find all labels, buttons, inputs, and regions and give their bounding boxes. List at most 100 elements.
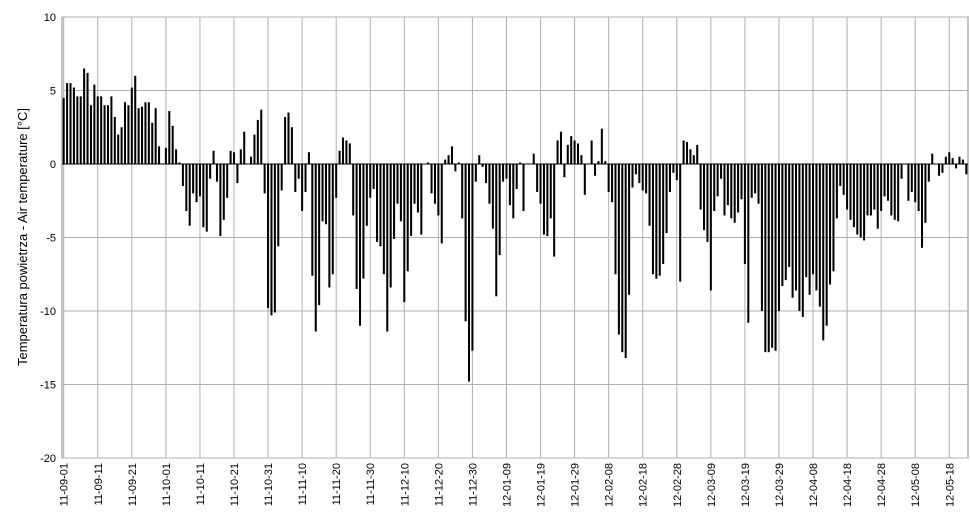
bar bbox=[580, 155, 583, 164]
bar bbox=[611, 164, 614, 203]
bar bbox=[604, 161, 607, 164]
bar bbox=[692, 155, 695, 164]
bar bbox=[100, 96, 103, 164]
bar bbox=[863, 164, 866, 241]
bar bbox=[474, 164, 477, 182]
bar bbox=[256, 119, 259, 164]
bar bbox=[672, 164, 675, 173]
x-tick-label: 12-04-18 bbox=[842, 463, 854, 507]
bar bbox=[682, 140, 685, 164]
bar bbox=[192, 164, 195, 194]
bar bbox=[212, 150, 215, 164]
bar bbox=[665, 164, 668, 234]
bar bbox=[747, 164, 750, 323]
x-tick-label: 12-04-28 bbox=[876, 463, 888, 507]
y-axis-tick-labels: -20 -15 -10 -5 0 5 10 bbox=[40, 12, 56, 465]
bar bbox=[703, 164, 706, 231]
bar bbox=[198, 164, 201, 197]
bar bbox=[76, 96, 79, 164]
bar bbox=[539, 164, 542, 204]
bar bbox=[825, 164, 828, 326]
bar bbox=[62, 97, 65, 164]
bar bbox=[144, 102, 147, 164]
bar bbox=[294, 164, 297, 192]
bar bbox=[536, 164, 539, 192]
bar bbox=[185, 164, 188, 212]
bar bbox=[127, 105, 130, 164]
x-tick-label: 12-01-29 bbox=[570, 463, 582, 507]
bar bbox=[515, 164, 518, 189]
bar bbox=[430, 164, 433, 194]
bar bbox=[723, 164, 726, 216]
bar bbox=[280, 164, 283, 191]
bar bbox=[359, 164, 362, 326]
bar bbox=[740, 164, 743, 200]
bar bbox=[485, 164, 488, 184]
bar bbox=[481, 164, 484, 167]
bar bbox=[495, 164, 498, 297]
x-tick-label: 11-11-20 bbox=[331, 463, 343, 505]
bar bbox=[498, 164, 501, 256]
bar bbox=[948, 152, 951, 164]
bar bbox=[134, 75, 137, 164]
bar bbox=[362, 164, 365, 279]
bar bbox=[944, 156, 947, 164]
bar bbox=[267, 164, 270, 309]
bar bbox=[594, 164, 597, 176]
bar bbox=[829, 164, 832, 285]
bar bbox=[566, 144, 569, 164]
bar bbox=[873, 164, 876, 210]
bar bbox=[965, 164, 968, 175]
x-tick-label: 11-11-10 bbox=[297, 463, 309, 505]
y-axis-title: Temperatura powietrza - Air temperature … bbox=[15, 108, 30, 366]
bar bbox=[645, 164, 648, 194]
bar bbox=[243, 131, 246, 164]
bar bbox=[893, 164, 896, 220]
x-tick-label: 11-10-01 bbox=[161, 463, 173, 506]
bar bbox=[226, 164, 229, 198]
bar bbox=[188, 164, 191, 226]
bar bbox=[253, 134, 256, 164]
bar bbox=[559, 131, 562, 164]
x-tick-label: 11-10-31 bbox=[263, 463, 275, 506]
bar bbox=[638, 164, 641, 184]
bar bbox=[852, 164, 855, 228]
bar bbox=[767, 164, 770, 353]
bar bbox=[699, 164, 702, 210]
bar bbox=[791, 164, 794, 298]
bar bbox=[818, 164, 821, 307]
bar bbox=[369, 164, 372, 198]
bar bbox=[365, 164, 368, 226]
bar bbox=[318, 164, 321, 306]
x-tick-label: 12-01-19 bbox=[536, 463, 548, 507]
bar bbox=[961, 159, 964, 164]
bar bbox=[79, 96, 82, 164]
x-tick-label: 12-02-18 bbox=[638, 463, 650, 507]
bar bbox=[924, 164, 927, 223]
bar bbox=[328, 164, 331, 288]
bar bbox=[866, 164, 869, 216]
x-tick-label: 12-03-19 bbox=[740, 463, 752, 507]
bar bbox=[96, 96, 99, 164]
bar bbox=[675, 164, 678, 181]
bar bbox=[805, 164, 808, 278]
bar bbox=[576, 143, 580, 164]
bar bbox=[314, 164, 317, 332]
bar bbox=[812, 164, 815, 275]
bar bbox=[505, 164, 508, 179]
bar bbox=[886, 164, 889, 201]
x-tick-label: 11-12-10 bbox=[399, 463, 411, 506]
bar bbox=[120, 127, 123, 164]
bar bbox=[624, 164, 627, 359]
bar bbox=[720, 164, 723, 179]
bar bbox=[815, 164, 818, 291]
bar bbox=[754, 164, 757, 194]
bar bbox=[440, 164, 443, 244]
bar bbox=[130, 87, 133, 164]
bar bbox=[914, 164, 917, 203]
bar bbox=[835, 164, 838, 219]
bar bbox=[461, 164, 464, 219]
bar bbox=[307, 152, 310, 164]
x-tick-label: 11-09-11 bbox=[93, 463, 105, 505]
bar bbox=[760, 164, 763, 311]
